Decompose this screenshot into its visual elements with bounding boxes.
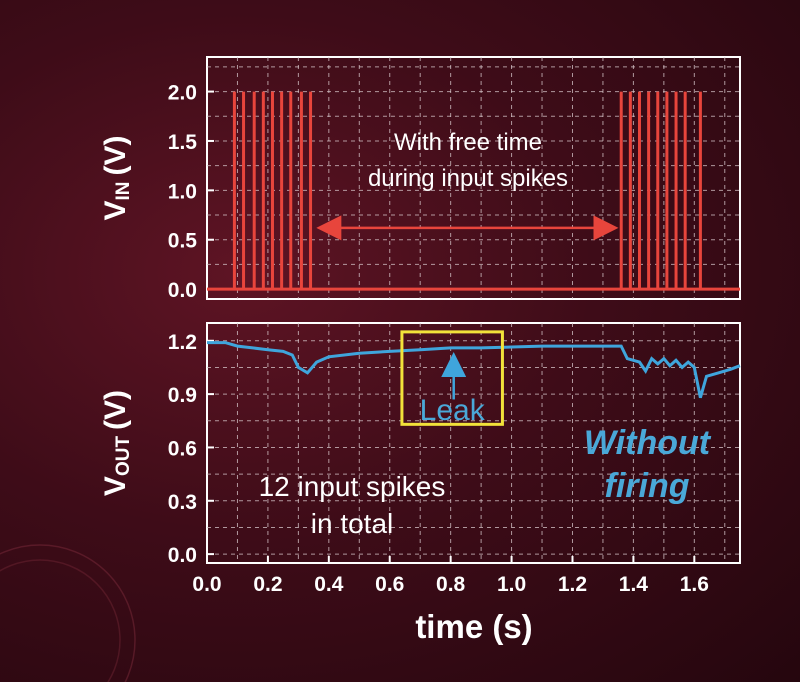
x-tick-label: 1.0	[497, 573, 526, 596]
y-tick-label: 0.5	[168, 230, 198, 253]
ylabel-unit: (V)	[99, 135, 132, 175]
annotation-right1: Without	[584, 424, 712, 462]
x-tick-label: 1.6	[680, 573, 709, 596]
y-tick-label: 0.3	[168, 491, 197, 514]
y-tick-label: 0.0	[168, 279, 197, 302]
x-ticks: 0.0 0.2 0.4 0.6 0.8 1.0 1.2 1.4 1.6	[192, 556, 709, 596]
annotation-line2: during input spikes	[368, 165, 568, 192]
x-tick-label: 1.4	[619, 573, 649, 596]
output-voltage-panel: 0.0 0.3 0.6 0.9 1.2 0.0 0.2 0.4 0.6 0.8 1.0 1.2 1.4…	[99, 322, 741, 645]
annotation-line1: With free time	[394, 129, 542, 156]
decorative-ring	[0, 559, 121, 682]
y-axis-label: VOUT (V)	[99, 390, 134, 496]
ylabel-main: V	[99, 476, 132, 496]
x-tick-label: 0.8	[436, 573, 466, 596]
y-axis-label: VIN (V)	[99, 135, 134, 220]
x-tick-label: 0.6	[375, 573, 404, 596]
y-tick-label: 0.6	[168, 437, 197, 460]
spike-series	[232, 91, 702, 290]
ylabel-sub: OUT	[113, 436, 134, 477]
ylabel-unit: (V)	[99, 390, 132, 430]
y-tick-label: 0.9	[168, 384, 197, 407]
y-ticks: 0.0 0.5 1.0 1.5 2.0	[168, 82, 214, 302]
x-tick-label: 0.2	[253, 573, 282, 596]
x-tick-label: 0.4	[314, 573, 344, 596]
grid	[207, 57, 740, 299]
x-tick-label: 1.2	[558, 573, 587, 596]
y-tick-label: 1.5	[168, 131, 198, 154]
y-tick-label: 1.2	[168, 331, 197, 354]
plot-frame	[206, 322, 741, 564]
ylabel-main: V	[99, 200, 132, 220]
output-voltage-line	[207, 341, 741, 399]
y-tick-label: 2.0	[168, 82, 197, 105]
leak-highlight-box	[400, 330, 504, 426]
y-tick-label: 1.0	[168, 180, 197, 203]
leak-label: Leak	[420, 394, 486, 427]
y-tick-label: 0.0	[168, 544, 197, 567]
grid	[207, 323, 740, 563]
x-axis-label: time (s)	[415, 608, 532, 645]
plot-frame	[206, 56, 741, 300]
annotation-right2: firing	[605, 467, 690, 505]
ylabel-sub: IN	[113, 181, 134, 200]
x-tick-label: 0.0	[192, 573, 221, 596]
y-ticks: 0.0 0.3 0.6 0.9 1.2	[168, 331, 214, 567]
decorative-ring	[0, 544, 136, 682]
annotation-line1: 12 input spikes	[259, 471, 446, 502]
input-voltage-panel: 0.0 0.5 1.0 1.5 2.0 With free time during in…	[99, 56, 741, 302]
annotation-line2: in total	[311, 508, 394, 539]
